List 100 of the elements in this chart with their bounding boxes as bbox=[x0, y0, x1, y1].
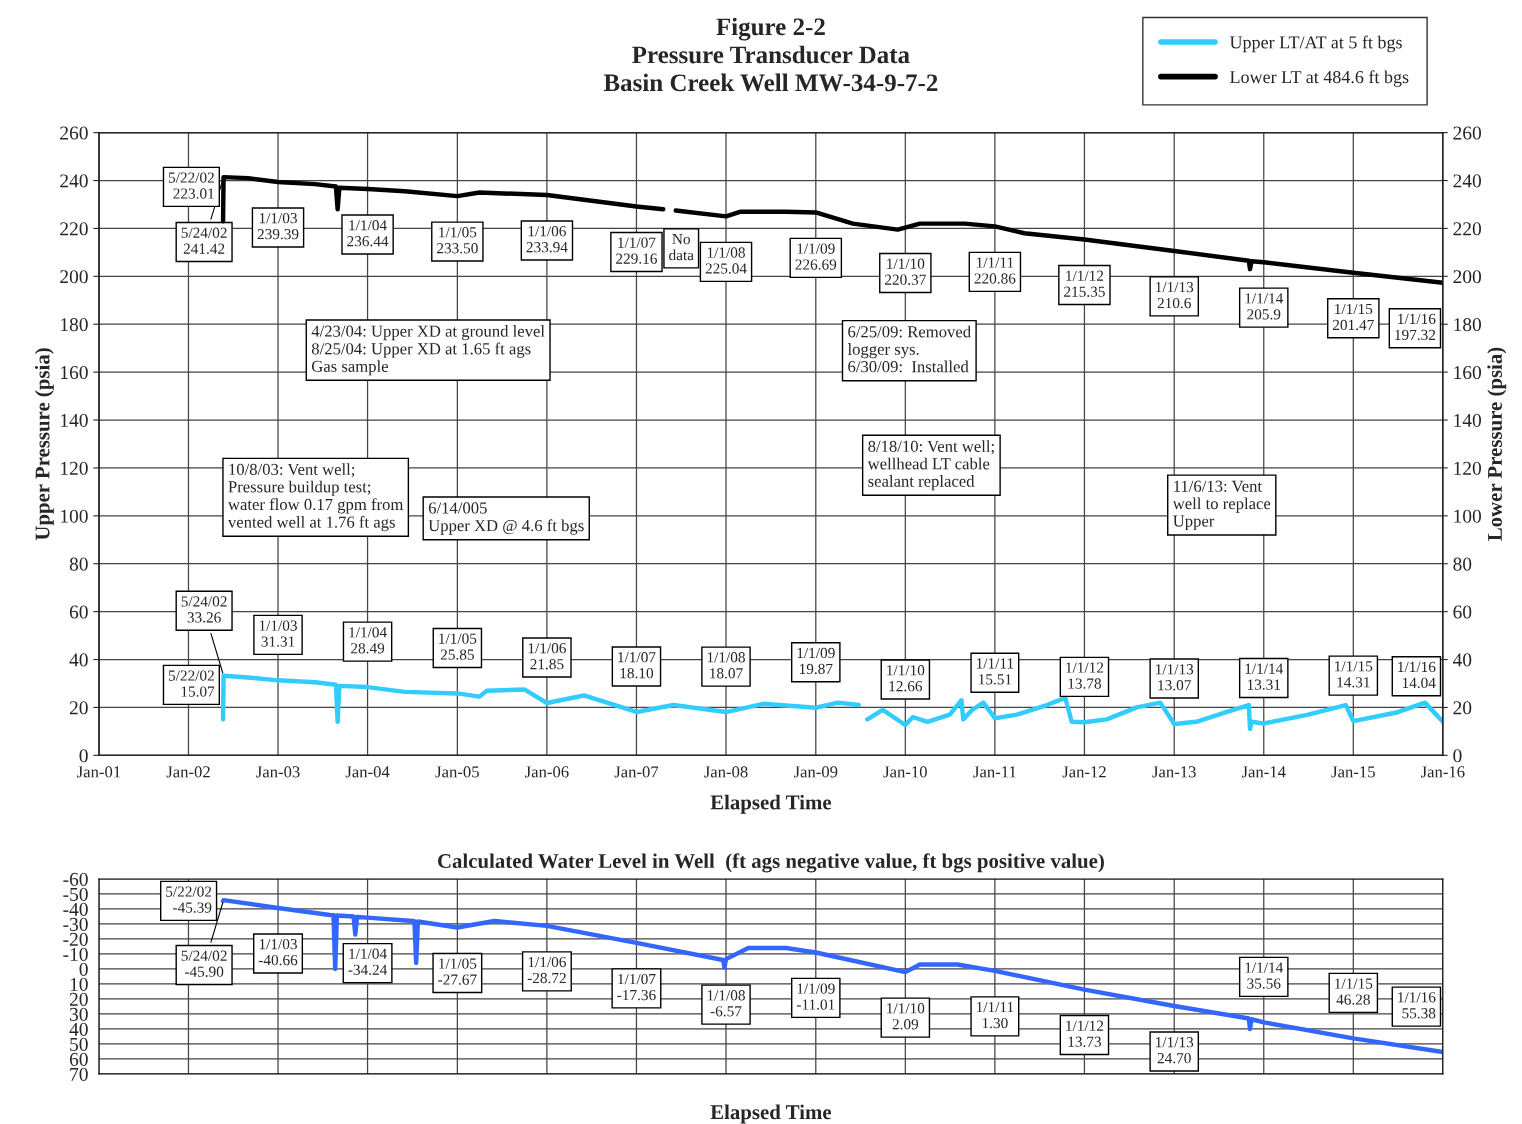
y-tick-label: 40 bbox=[69, 1022, 88, 1036]
annotation: 1/1/09 -11.01 bbox=[796, 983, 835, 1010]
y-tick-label: 180 bbox=[61, 318, 88, 332]
x-tick-label: Jan-11 bbox=[973, 766, 1016, 778]
annotation: 8/18/10: Vent well; wellhead LT cable sealant replaced bbox=[867, 440, 994, 491]
y-axis-title: Upper Pressure (psia) bbox=[34, 348, 54, 541]
annotation: 1/1/10 2.09 bbox=[887, 1003, 925, 1030]
y-tick-label: 20 bbox=[69, 701, 88, 715]
x-tick-label: Jan-16 bbox=[1420, 766, 1465, 778]
y-tick-label: 40 bbox=[69, 653, 88, 667]
annotation: 1/1/09 19.87 bbox=[797, 647, 835, 675]
y-tick-label: 140 bbox=[61, 413, 88, 427]
x-tick-label: Jan-04 bbox=[345, 766, 390, 778]
x-tick-label: Jan-01 bbox=[77, 766, 121, 778]
annotation: 6/14/005 Upper XD @ 4.6 ft bgs bbox=[428, 502, 584, 535]
annotation: 1/1/11 15.51 bbox=[976, 658, 1014, 685]
annotation: 1/1/07 18.10 bbox=[618, 652, 656, 679]
y-tick-label: 120 bbox=[61, 461, 88, 475]
annotation: 1/1/12 215.35 bbox=[1064, 270, 1105, 297]
y2-tick-label: 260 bbox=[1453, 126, 1481, 140]
annotation: 1/1/08 18.07 bbox=[707, 652, 745, 679]
y-tick-label: 60 bbox=[69, 1052, 88, 1066]
annotation: 1/1/08 -6.57 bbox=[707, 990, 745, 1017]
annotation: 1/1/05 233.50 bbox=[437, 227, 478, 254]
x-tick-label: Jan-06 bbox=[525, 766, 569, 778]
annotation: 1/1/04 236.44 bbox=[347, 220, 389, 247]
y2-tick-label: 240 bbox=[1453, 174, 1481, 188]
annotation: 1/1/15 14.31 bbox=[1335, 661, 1373, 688]
y-tick-label: -50 bbox=[63, 887, 88, 901]
annotation: 1/1/08 225.04 bbox=[705, 247, 747, 274]
y2-tick-label: 60 bbox=[1453, 605, 1472, 619]
y-tick-label: 100 bbox=[61, 509, 88, 523]
annotation: 1/1/03 -40.66 bbox=[258, 938, 298, 966]
annotation: 1/1/14 13.31 bbox=[1245, 663, 1284, 690]
annotation: 1/1/11 1.30 bbox=[976, 1002, 1014, 1029]
y-tick-label: 10 bbox=[70, 977, 88, 991]
y2-tick-label: 160 bbox=[1454, 365, 1481, 380]
annotation: 1/1/14 35.56 bbox=[1245, 962, 1284, 989]
x-tick-label: Jan-08 bbox=[704, 766, 748, 778]
y-tick-label: 20 bbox=[69, 992, 88, 1006]
annotation: 5/24/02 33.26 bbox=[181, 596, 227, 623]
annotation: 1/1/07 229.16 bbox=[616, 237, 657, 264]
annotation: 5/24/02 -45.90 bbox=[181, 950, 227, 977]
annotation: 1/1/05 -27.67 bbox=[438, 958, 477, 985]
chart-title: Calculated Water Level in Well (ft ags negative value, ft bgs positive value) bbox=[438, 853, 1104, 873]
y2-tick-label: 220 bbox=[1453, 222, 1481, 236]
annotation: 10/8/03: Vent well; Pressure buildup test; water flow 0.17 gpm from vented well at 1.76 ft ags bbox=[227, 463, 404, 532]
x-axis-title: Elapsed Time bbox=[710, 1104, 832, 1124]
x-axis-title: Elapsed Time bbox=[710, 794, 832, 814]
x-tick-label: Jan-05 bbox=[435, 766, 479, 778]
annotation: 1/1/13 24.70 bbox=[1156, 1037, 1194, 1064]
y2-axis-title: Lower Pressure (psia) bbox=[1487, 347, 1507, 541]
annotation: 1/1/06 -28.72 bbox=[527, 956, 566, 984]
annotation: 1/1/12 13.78 bbox=[1066, 662, 1104, 689]
x-tick-label: Jan-14 bbox=[1241, 766, 1286, 778]
y-tick-label: 260 bbox=[60, 126, 88, 140]
annotation: 1/1/14 205.9 bbox=[1245, 293, 1284, 320]
x-tick-label: Jan-07 bbox=[614, 766, 659, 778]
y-tick-label: 50 bbox=[70, 1037, 88, 1051]
y2-tick-label: 0 bbox=[1453, 749, 1462, 763]
y-tick-label: 70 bbox=[70, 1067, 88, 1081]
legend-label: Upper LT/AT at 5 ft bgs bbox=[1229, 35, 1402, 53]
x-tick-label: Jan-03 bbox=[256, 766, 300, 778]
y2-tick-label: 100 bbox=[1454, 509, 1481, 523]
x-tick-label: Jan-13 bbox=[1152, 766, 1196, 778]
annotation: 5/22/02 -45.39 bbox=[166, 886, 212, 913]
y-tick-label: 240 bbox=[60, 174, 88, 188]
y2-tick-label: 120 bbox=[1454, 461, 1481, 475]
y-tick-label: 80 bbox=[69, 557, 88, 571]
y-tick-label: 160 bbox=[61, 365, 88, 380]
annotation: 1/1/13 210.6 bbox=[1156, 281, 1194, 309]
legend-label: Lower LT at 484.6 ft bgs bbox=[1230, 70, 1409, 87]
annotation: 1/1/16 55.38 bbox=[1398, 992, 1436, 1019]
y-tick-label: -60 bbox=[63, 872, 88, 886]
annotation: 1/1/05 25.85 bbox=[439, 633, 477, 660]
x-tick-label: Jan-15 bbox=[1331, 766, 1375, 778]
y-tick-label: -30 bbox=[63, 917, 88, 931]
annotation: 4/23/04: Upper XD at ground level 8/25/04: Upper XD at 1.65 ft ags Gas sample bbox=[311, 325, 545, 376]
annotation: 1/1/15 201.47 bbox=[1332, 303, 1374, 331]
y2-tick-label: 140 bbox=[1454, 413, 1481, 427]
annotation: 6/25/09: Removed logger sys. 6/30/09: Installed bbox=[847, 325, 971, 373]
y2-tick-label: 80 bbox=[1453, 557, 1472, 571]
annotation: 11/6/13: Vent well to replace Upper bbox=[1172, 480, 1271, 531]
annotation: 1/1/12 13.73 bbox=[1066, 1020, 1104, 1047]
y-tick-label: 60 bbox=[69, 605, 88, 619]
annotation: 1/1/04 -34.24 bbox=[348, 948, 388, 975]
y2-tick-label: 40 bbox=[1452, 653, 1472, 667]
x-tick-label: Jan-09 bbox=[793, 766, 838, 778]
y-tick-label: 0 bbox=[79, 962, 88, 976]
y2-tick-label: 20 bbox=[1453, 701, 1472, 715]
annotation: 1/1/09 226.69 bbox=[795, 243, 837, 270]
y-tick-label: -40 bbox=[63, 902, 88, 916]
annotation: 1/1/16 197.32 bbox=[1395, 313, 1436, 341]
y2-tick-label: 200 bbox=[1453, 270, 1481, 284]
annotation: 1/1/11 220.86 bbox=[974, 257, 1016, 284]
annotation: 1/1/10 12.66 bbox=[887, 665, 925, 692]
x-tick-label: Jan-02 bbox=[166, 766, 210, 778]
annotation: 1/1/06 21.85 bbox=[528, 643, 566, 670]
y-tick-label: 0 bbox=[79, 749, 88, 763]
y-tick-label: -10 bbox=[63, 947, 88, 961]
